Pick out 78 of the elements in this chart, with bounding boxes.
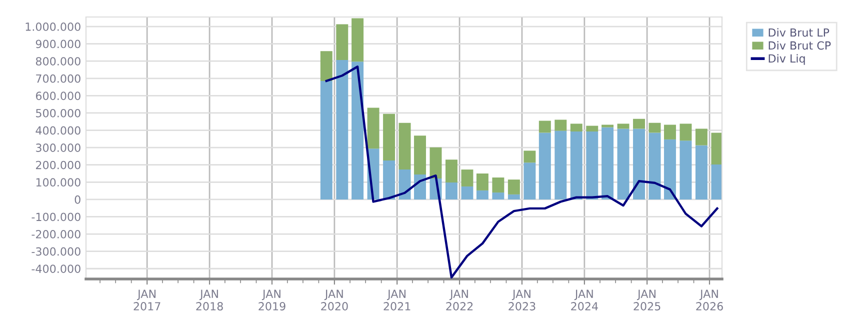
bar bbox=[352, 18, 364, 62]
bar bbox=[336, 24, 348, 60]
bar bbox=[383, 160, 396, 200]
x-tick-label: JAN 2022 bbox=[446, 290, 473, 310]
bar bbox=[508, 180, 520, 194]
legend-label: Div Brut LP bbox=[768, 28, 830, 37]
bar bbox=[617, 128, 630, 200]
legend-label: Div Liq bbox=[768, 54, 805, 65]
bar bbox=[383, 114, 396, 161]
y-tick-label: 100.000 bbox=[36, 178, 80, 187]
bar bbox=[695, 128, 708, 146]
x-tick-label: JAN 2021 bbox=[384, 290, 410, 310]
bar bbox=[445, 182, 458, 200]
bar bbox=[586, 131, 598, 200]
line-series bbox=[325, 66, 718, 279]
x-tick-label: JAN 2024 bbox=[571, 290, 598, 310]
x-tick-label: JAN 2023 bbox=[508, 290, 536, 310]
bar bbox=[461, 186, 474, 200]
y-tick-label: 500.000 bbox=[36, 108, 80, 118]
bar bbox=[476, 174, 488, 190]
bar bbox=[602, 124, 614, 128]
bar bbox=[680, 124, 692, 141]
bar bbox=[633, 128, 645, 200]
bar bbox=[570, 131, 582, 200]
x-tick-label: JAN 2019 bbox=[258, 290, 286, 310]
x-tick-label: JAN 2020 bbox=[321, 290, 348, 310]
y-tick-label: 300.000 bbox=[36, 144, 80, 152]
bar bbox=[320, 80, 332, 200]
bar bbox=[430, 147, 442, 179]
bar bbox=[664, 124, 676, 140]
bar bbox=[570, 124, 582, 132]
bar bbox=[367, 108, 380, 149]
bar bbox=[617, 124, 630, 129]
bar bbox=[680, 140, 692, 200]
bar bbox=[414, 136, 426, 175]
bar bbox=[320, 51, 332, 81]
bar bbox=[633, 118, 645, 129]
bar bbox=[476, 190, 488, 200]
bar bbox=[524, 162, 536, 200]
bar bbox=[538, 132, 551, 200]
y-tick-label: 400.000 bbox=[36, 126, 80, 135]
bar bbox=[524, 150, 536, 163]
bar bbox=[695, 145, 708, 200]
legend-label: Div Brut CP bbox=[768, 41, 831, 50]
y-tick-label: 1.000.000 bbox=[26, 22, 80, 31]
bar bbox=[398, 122, 411, 170]
bar bbox=[398, 170, 411, 200]
y-tick-label: -100.000 bbox=[32, 212, 80, 222]
y-tick-label: -400.000 bbox=[32, 264, 80, 274]
y-tick-label: -200.000 bbox=[32, 230, 80, 238]
bar bbox=[538, 120, 551, 133]
x-tick-label: JAN 2025 bbox=[634, 290, 660, 310]
bar bbox=[664, 139, 676, 200]
bar bbox=[648, 122, 661, 133]
bar bbox=[602, 127, 614, 200]
bar bbox=[711, 132, 722, 165]
bar bbox=[711, 164, 722, 200]
y-tick-label: 700.000 bbox=[36, 74, 80, 83]
bar bbox=[648, 132, 661, 200]
bar bbox=[336, 60, 348, 200]
bar bbox=[492, 177, 504, 193]
x-tick-label: JAN 2018 bbox=[196, 290, 223, 310]
bar bbox=[554, 130, 567, 200]
y-tick-label: 0 bbox=[74, 195, 80, 204]
y-tick-label: -300.000 bbox=[32, 247, 80, 256]
bar bbox=[492, 192, 504, 200]
bar bbox=[352, 62, 364, 200]
bar bbox=[445, 160, 458, 182]
y-tick-label: 800.000 bbox=[36, 57, 80, 66]
y-tick-label: 600.000 bbox=[36, 92, 80, 100]
x-tick-label: JAN 2026 bbox=[696, 290, 723, 310]
bar bbox=[508, 194, 520, 200]
y-tick-label: 900.000 bbox=[36, 40, 80, 48]
y-tick-label: 200.000 bbox=[36, 160, 80, 170]
bar bbox=[554, 120, 567, 131]
bar bbox=[461, 170, 474, 186]
bar bbox=[586, 126, 598, 132]
x-tick-label: JAN 2017 bbox=[134, 290, 160, 310]
